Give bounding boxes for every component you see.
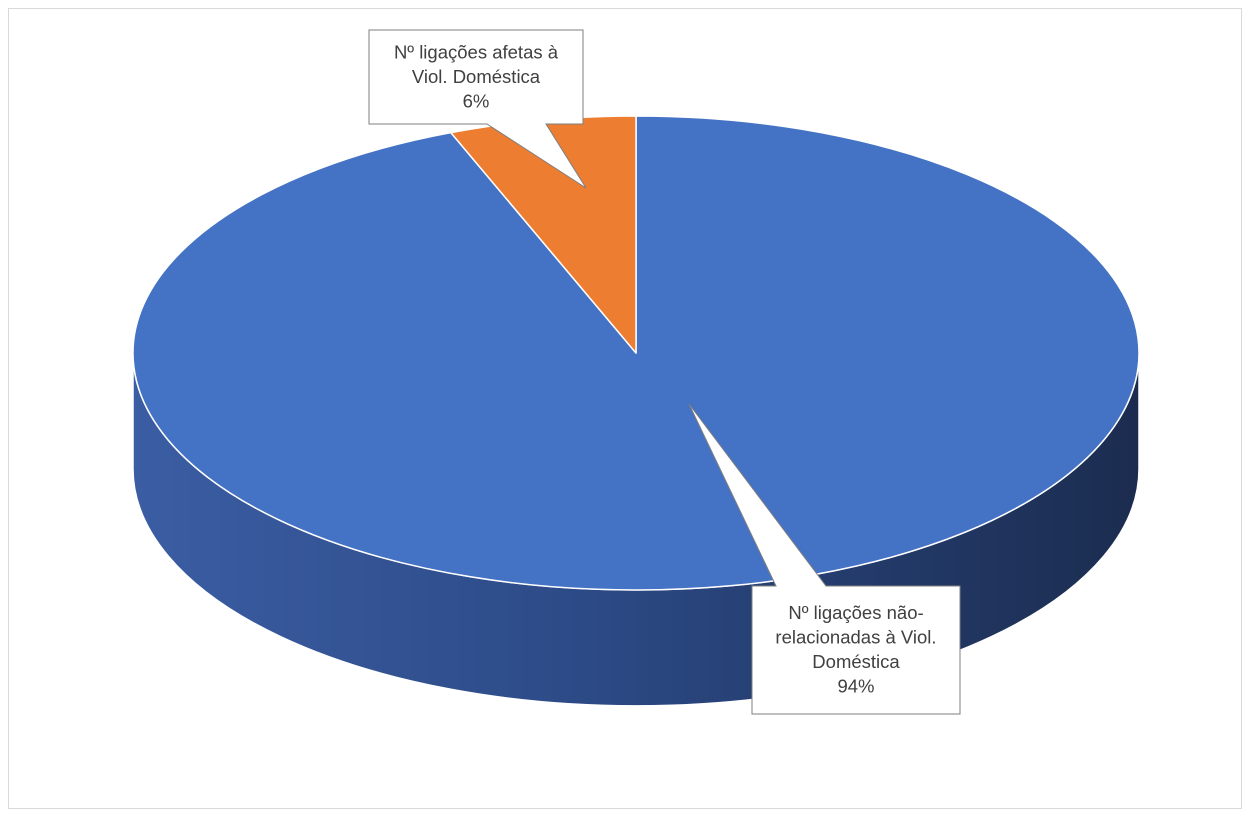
pie-slice-nao-relacionadas: [132, 115, 1140, 591]
data-label-text: Nº ligações não-: [788, 602, 923, 623]
data-label-percent: 94%: [837, 676, 874, 697]
data-label-text: Viol. Doméstica: [412, 66, 541, 87]
data-label-percent: 6%: [463, 90, 490, 111]
callout-afetas: Nº ligações afetas à Viol. Doméstica 6%: [368, 29, 587, 189]
callout-nao-relacionadas: Nº ligações não-relacionadas à Viol. Domé…: [688, 403, 961, 715]
data-label-text: relacionadas à Viol.: [775, 627, 936, 648]
data-label-text: Nº ligações afetas à: [394, 41, 559, 62]
data-label-text: Doméstica: [812, 651, 900, 672]
